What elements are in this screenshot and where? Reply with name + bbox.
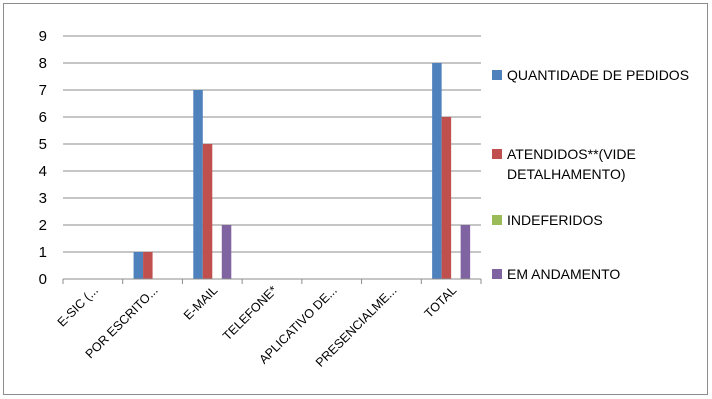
- legend-label: ATENDIDOS**(VIDE: [507, 146, 636, 162]
- chart-frame: [3, 3, 708, 395]
- y-tick-label: 4: [39, 163, 47, 180]
- gridlines: [63, 35, 481, 253]
- y-tick-label: 1: [39, 244, 47, 261]
- bars: [133, 63, 471, 279]
- bar-atendidos-vide-detalhamento--6: [441, 117, 452, 279]
- legend-swatch: [492, 215, 502, 225]
- legend: QUANTIDADE DE PEDIDOS ATENDIDOS**(VIDE DET…: [492, 67, 689, 282]
- x-axis: [62, 278, 482, 284]
- y-tick-label: 5: [39, 136, 47, 153]
- bar-em-andamento-2: [221, 225, 232, 279]
- legend-label: INDEFERIDOS: [507, 212, 603, 228]
- bar-quantidade-de-pedidos-2: [193, 90, 203, 279]
- x-axis-category-labels: E-SIC (...POR ESCRITO... E-MAIL TELEFONE*A…: [55, 283, 460, 370]
- legend-label: QUANTIDADE DE PEDIDOS: [507, 67, 689, 83]
- legend-label: DETALHAMENTO): [507, 166, 626, 182]
- bar-em-andamento-6: [460, 225, 471, 279]
- y-tick-label: 0: [39, 271, 47, 288]
- x-category-label: TELEFONE*: [220, 283, 280, 343]
- x-category-label: E-MAIL: [181, 283, 220, 322]
- x-category-label: E-SIC (...: [55, 283, 101, 329]
- y-tick-label: 9: [39, 28, 47, 45]
- y-tick-label: 2: [39, 217, 47, 234]
- legend-swatch: [492, 269, 502, 279]
- y-tick-label: 6: [39, 109, 47, 126]
- y-tick-label: 7: [39, 82, 47, 99]
- y-axis-tick-labels: 0 1 2 3 4 5 6 7 8 9: [39, 28, 47, 288]
- legend-label: EM ANDAMENTO: [507, 266, 620, 282]
- bar-atendidos-vide-detalhamento--2: [202, 144, 213, 279]
- bar-quantidade-de-pedidos-6: [432, 63, 442, 279]
- y-tick-label: 8: [39, 55, 47, 72]
- bar-atendidos-vide-detalhamento--1: [143, 252, 153, 279]
- bar-quantidade-de-pedidos-1: [133, 252, 144, 279]
- legend-swatch: [492, 149, 502, 159]
- y-tick-label: 3: [39, 190, 47, 207]
- legend-swatch: [492, 70, 502, 80]
- x-category-label: TOTAL: [422, 283, 460, 321]
